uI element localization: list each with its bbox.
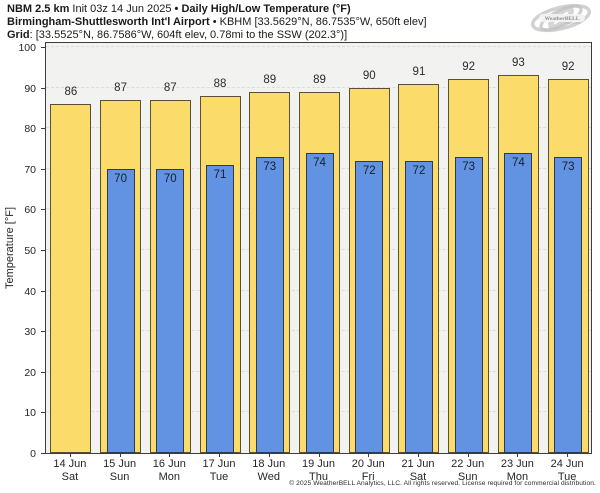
low-bar-22-jun	[454, 156, 483, 453]
low-value-label: 70	[163, 172, 177, 185]
y-tick-label-20: 20	[24, 366, 36, 379]
low-bar-19-jun	[305, 152, 334, 453]
low-value-label: 73	[462, 160, 476, 173]
y-tick-label-60: 60	[24, 204, 36, 217]
product-title: • Daily High/Low Temperature (°F)	[174, 3, 351, 15]
y-tick-label-30: 30	[24, 326, 36, 339]
model-name: NBM 2.5 km	[7, 3, 70, 15]
y-tick-label-100: 100	[18, 42, 36, 54]
low-bar-20-jun	[355, 160, 384, 453]
y-tick-label-10: 10	[24, 407, 36, 420]
high-bar-14-jun	[50, 103, 92, 453]
y-tick-mark	[41, 209, 45, 211]
high-value-label: 89	[313, 73, 326, 86]
y-tick-mark	[41, 331, 45, 333]
high-value-label: 88	[213, 77, 227, 90]
low-bar-15-jun	[106, 168, 135, 453]
y-tick-label-40: 40	[24, 285, 36, 298]
low-bar-23-jun	[504, 152, 533, 453]
x-tick-label-21-jun: 21 Jun Sat	[401, 458, 435, 483]
y-tick-mark	[41, 87, 45, 89]
grid-label: Grid	[7, 29, 30, 41]
y-axis: 0 10 20 30 40 50 60 70 80 90 100	[0, 42, 45, 460]
high-value-label: 91	[412, 65, 426, 78]
low-value-label: 73	[263, 160, 277, 173]
y-tick-label-0: 0	[30, 448, 36, 460]
low-value-label: 73	[561, 160, 575, 173]
plot-area: 86 87 70 87 70 88 71 89 73 89 74 90 72 91 72 92 73 93 74 92…	[45, 42, 592, 454]
high-value-label: 92	[462, 61, 476, 74]
high-value-label: 86	[64, 85, 78, 98]
copyright-text: © 2025 WeatherBELL Analytics, LLC. All r…	[289, 480, 596, 487]
x-axis: 14 Jun Sat 15 Jun Sun 16 Jun Mon 17 Jun Tue 18 J…	[45, 454, 592, 490]
low-value-label: 70	[114, 172, 127, 185]
grid-detail: : [33.5525°N, 86.7586°W, 604ft elev, 0.7…	[29, 29, 348, 41]
low-value-label: 74	[313, 156, 326, 169]
y-tick-mark	[41, 47, 45, 48]
high-value-label: 92	[561, 61, 575, 74]
x-tick-mark	[219, 454, 221, 457]
y-tick-label-70: 70	[24, 163, 36, 176]
x-tick-mark	[517, 454, 519, 457]
y-tick-mark	[41, 168, 45, 170]
y-tick-mark	[41, 290, 45, 292]
x-tick-mark	[169, 454, 171, 457]
low-value-label: 71	[213, 168, 227, 181]
logo-subtext: Analytics LLC	[565, 22, 580, 25]
x-tick-mark	[318, 454, 320, 457]
x-tick-label-18-jun: 18 Jun Wed	[252, 458, 286, 483]
y-tick-mark	[41, 371, 45, 373]
y-tick-mark	[41, 250, 45, 251]
station-detail: • KBHM [33.5629°N, 86.7535°W, 650ft elev…	[209, 16, 427, 28]
weatherbell-swirl-icon: WeatherBELL Analytics LLC	[530, 3, 592, 33]
x-tick-label-14-jun: 14 Jun Sat	[53, 458, 87, 483]
low-bar-18-jun	[255, 156, 284, 453]
high-value-label: 87	[114, 81, 127, 94]
x-tick-label-16-jun: 16 Jun Mon	[152, 458, 186, 483]
logo-text: WeatherBELL	[545, 16, 580, 22]
header-line-2: Birmingham-Shuttlesworth Int'l Airport •…	[7, 16, 427, 29]
x-tick-mark	[368, 454, 370, 457]
x-tick-label-19-jun: 19 Jun Thu	[301, 458, 336, 483]
x-tick-label-15-jun: 15 Jun Sun	[103, 458, 137, 483]
y-tick-mark	[41, 128, 45, 130]
x-tick-label-23-jun: 23 Jun Mon	[500, 458, 534, 483]
y-tick-label-50: 50	[24, 245, 36, 257]
high-value-label: 90	[362, 69, 376, 82]
low-value-label: 72	[362, 164, 376, 177]
x-tick-label-22-jun: 22 Jun Sun	[451, 458, 485, 483]
x-tick-mark	[567, 454, 569, 457]
station-name: Birmingham-Shuttlesworth Int'l Airport	[7, 16, 210, 28]
x-tick-label-24-jun: 24 Jun Tue	[550, 458, 584, 483]
high-value-label: 87	[163, 81, 177, 94]
y-tick-mark	[41, 453, 45, 454]
y-tick-label-90: 90	[24, 82, 36, 95]
x-tick-mark	[467, 454, 469, 457]
low-bar-16-jun	[156, 168, 185, 453]
x-tick-mark	[417, 454, 419, 457]
gridline-90	[46, 86, 591, 88]
init-time: Init 03z 14 Jun 2025	[69, 3, 175, 15]
low-bar-21-jun	[404, 160, 433, 453]
high-value-label: 93	[512, 57, 525, 70]
low-bar-24-jun	[554, 156, 583, 453]
x-tick-label-17-jun: 17 Jun Tue	[202, 458, 236, 483]
x-tick-label-20-jun: 20 Jun Fri	[351, 458, 385, 483]
y-tick-mark	[41, 412, 45, 414]
low-value-label: 72	[412, 164, 426, 177]
header-line-3: Grid: [33.5525°N, 86.7586°W, 604ft elev,…	[7, 29, 427, 42]
x-tick-mark	[119, 454, 121, 457]
high-value-label: 89	[263, 73, 277, 86]
x-tick-mark	[268, 454, 270, 457]
y-tick-label-80: 80	[24, 123, 36, 136]
low-bar-17-jun	[206, 164, 235, 453]
weatherbell-logo: WeatherBELL Analytics LLC	[525, 1, 597, 40]
x-tick-mark	[69, 454, 71, 457]
gridline-100	[46, 46, 591, 47]
low-value-label: 74	[512, 156, 525, 169]
chart-header: NBM 2.5 km Init 03z 14 Jun 2025 • Daily …	[7, 3, 427, 42]
header-line-1: NBM 2.5 km Init 03z 14 Jun 2025 • Daily …	[7, 3, 427, 16]
